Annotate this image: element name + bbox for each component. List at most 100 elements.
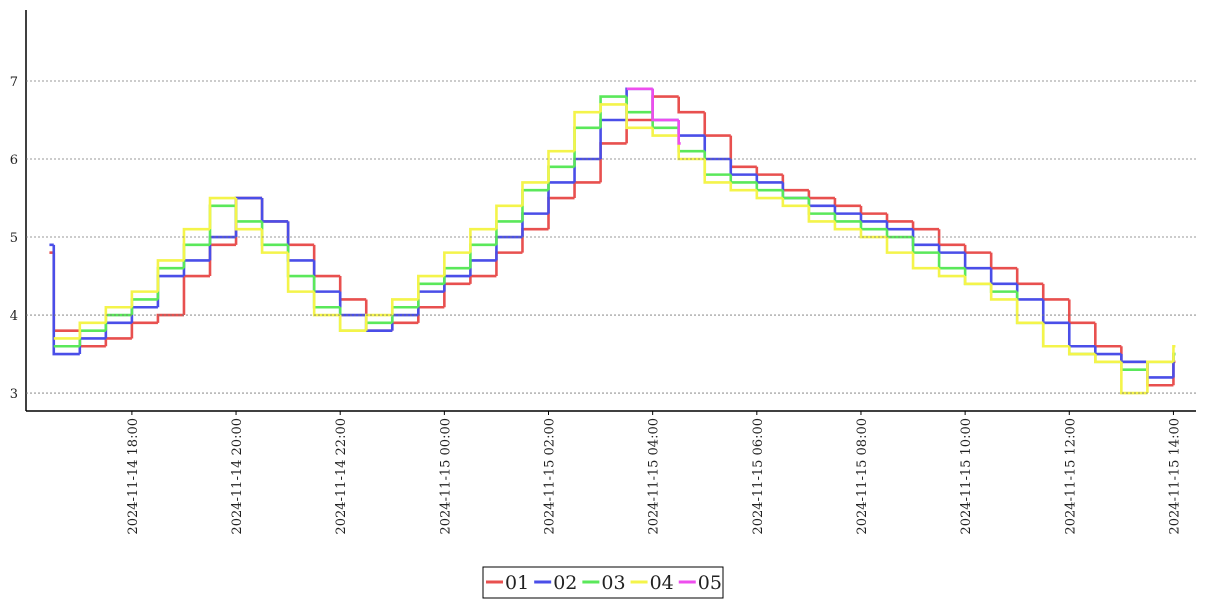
line-step bbox=[1146, 360, 1174, 394]
line-step bbox=[417, 274, 445, 300]
line-step bbox=[104, 337, 132, 347]
line-step bbox=[1120, 361, 1148, 395]
line-step bbox=[833, 198, 861, 208]
line-step bbox=[1146, 361, 1174, 379]
line-step bbox=[547, 149, 575, 183]
line-step bbox=[52, 244, 80, 356]
line-step bbox=[989, 252, 1018, 270]
legend-label: 02 bbox=[553, 572, 577, 594]
line-step bbox=[1015, 268, 1044, 286]
line-step bbox=[390, 298, 419, 316]
line-step bbox=[469, 274, 497, 284]
line-step bbox=[1041, 322, 1070, 348]
x-tick-label: 2024-11-15 00:00 bbox=[438, 418, 453, 535]
line-step bbox=[338, 315, 367, 332]
line-step bbox=[208, 235, 237, 261]
line-step bbox=[1041, 322, 1070, 348]
line-step bbox=[781, 198, 809, 208]
line-step bbox=[703, 159, 731, 184]
line-step bbox=[495, 251, 523, 277]
line-step bbox=[677, 120, 681, 145]
line-step bbox=[599, 103, 627, 113]
line-step bbox=[338, 291, 367, 317]
line-step bbox=[963, 244, 992, 254]
line-step bbox=[547, 165, 575, 191]
plot-area bbox=[49, 87, 1176, 395]
line-step bbox=[1067, 299, 1096, 325]
line-step bbox=[911, 221, 940, 231]
line-step bbox=[234, 196, 263, 238]
x-tick-label: 2024-11-15 12:00 bbox=[1063, 418, 1078, 535]
line-step bbox=[521, 212, 549, 238]
line-step bbox=[573, 110, 601, 152]
line-step bbox=[729, 182, 757, 192]
line-step bbox=[573, 181, 601, 199]
line-step bbox=[495, 204, 523, 230]
line-step bbox=[182, 274, 211, 316]
line-step bbox=[1015, 291, 1044, 325]
line-step bbox=[599, 118, 627, 160]
line-step bbox=[963, 252, 992, 270]
x-tick-label: 2024-11-15 14:00 bbox=[1167, 418, 1182, 535]
line-step bbox=[338, 276, 367, 301]
line-step bbox=[625, 87, 653, 121]
line-step bbox=[1067, 322, 1096, 348]
line-step bbox=[677, 135, 705, 161]
line-step bbox=[182, 227, 211, 261]
line-step bbox=[208, 204, 237, 245]
line-step bbox=[1172, 344, 1176, 362]
line-step bbox=[1015, 283, 1044, 301]
y-tick-label: 7 bbox=[10, 75, 18, 90]
x-tick-label: 2024-11-14 20:00 bbox=[230, 418, 245, 535]
line-step bbox=[443, 251, 471, 277]
line-step bbox=[937, 268, 966, 278]
x-tick-label: 2024-11-14 22:00 bbox=[334, 418, 349, 535]
line-step bbox=[911, 252, 940, 270]
line-step bbox=[208, 243, 237, 277]
x-tick-label: 2024-11-15 06:00 bbox=[751, 418, 766, 535]
line-step bbox=[286, 221, 315, 262]
x-tick-label: 2024-11-15 08:00 bbox=[855, 418, 870, 535]
line-step bbox=[1094, 322, 1122, 348]
line-step bbox=[417, 290, 445, 316]
line-step bbox=[833, 221, 861, 231]
line-step bbox=[156, 259, 184, 292]
line-step bbox=[286, 252, 315, 293]
line-step bbox=[547, 196, 575, 230]
line-step bbox=[208, 196, 237, 230]
line-step bbox=[885, 213, 914, 223]
line-step bbox=[677, 127, 705, 153]
line-step bbox=[130, 290, 158, 308]
line-step bbox=[104, 305, 132, 323]
line-step bbox=[989, 268, 1018, 286]
line-step bbox=[963, 276, 992, 286]
line-step bbox=[156, 313, 184, 323]
line-step bbox=[521, 188, 549, 222]
legend-label: 04 bbox=[650, 572, 674, 594]
line-step bbox=[469, 227, 497, 253]
x-tick-label: 2024-11-15 10:00 bbox=[959, 418, 974, 535]
legend-label: 05 bbox=[698, 572, 722, 594]
line-step bbox=[390, 321, 419, 331]
line-step bbox=[807, 190, 835, 200]
line-step bbox=[1094, 354, 1122, 364]
line-step bbox=[703, 112, 731, 137]
line-step bbox=[417, 282, 445, 308]
line-step bbox=[573, 126, 601, 167]
line-step bbox=[260, 198, 289, 223]
line-step bbox=[156, 274, 184, 308]
line-step bbox=[599, 95, 627, 128]
line-step bbox=[807, 205, 835, 223]
y-tick-label: 3 bbox=[10, 387, 18, 402]
x-tick-label: 2024-11-15 04:00 bbox=[647, 418, 662, 535]
line-step bbox=[729, 135, 757, 169]
line-step bbox=[1146, 361, 1174, 387]
line-step bbox=[781, 174, 809, 192]
line-step bbox=[469, 259, 497, 277]
line-step bbox=[859, 205, 888, 215]
line-step bbox=[1041, 283, 1070, 301]
line-step bbox=[260, 221, 289, 247]
line-step bbox=[521, 181, 549, 206]
line-step bbox=[625, 104, 653, 130]
line-step bbox=[677, 96, 705, 114]
